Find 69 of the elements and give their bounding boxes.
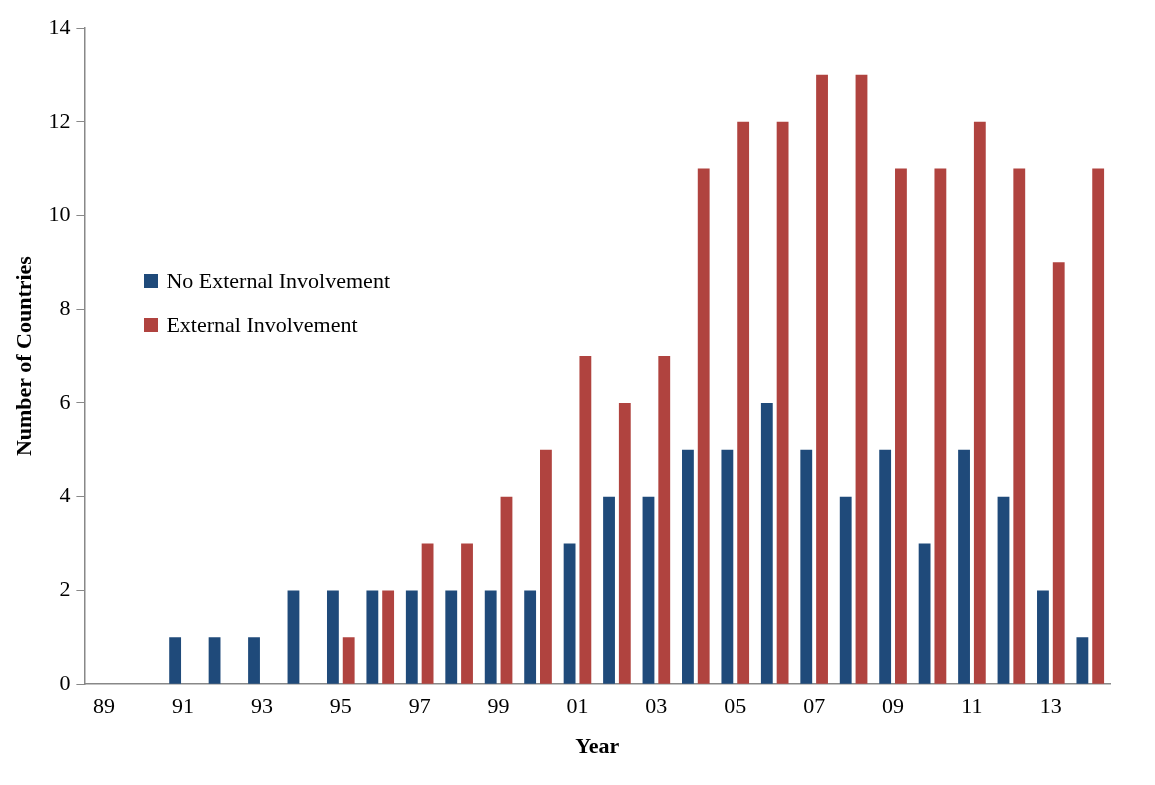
bar	[500, 496, 513, 684]
x-tick-label: 97	[408, 693, 431, 719]
bar	[366, 590, 379, 684]
legend-label: No External Involvement	[166, 268, 390, 294]
y-tick-label: 14	[48, 13, 71, 39]
bar	[461, 543, 473, 684]
y-tick-label: 0	[59, 669, 71, 695]
bar	[918, 543, 931, 684]
bar	[169, 637, 182, 684]
bar	[642, 496, 655, 684]
bar	[484, 590, 497, 684]
bar	[618, 402, 631, 684]
x-tick-label: 99	[487, 693, 510, 719]
x-tick-label: 05	[724, 693, 747, 719]
bar	[382, 590, 395, 684]
bar	[1092, 168, 1105, 684]
bar	[737, 121, 750, 684]
bar	[563, 543, 576, 684]
x-tick-label: 11	[961, 693, 983, 719]
bar	[540, 449, 552, 684]
bar	[208, 637, 221, 684]
y-tick-label: 8	[59, 295, 71, 321]
x-tick-label: 13	[1039, 693, 1062, 719]
x-tick-label: 95	[329, 693, 352, 719]
bar	[1076, 637, 1089, 684]
x-tick-label: 01	[566, 693, 589, 719]
y-axis-title: Number of Countries	[10, 255, 36, 457]
bar	[697, 168, 710, 684]
x-tick-label: 89	[93, 693, 116, 719]
x-tick-label: 09	[882, 693, 905, 719]
bar	[579, 356, 592, 684]
bar	[658, 356, 671, 684]
bar	[895, 168, 907, 684]
y-tick-label: 4	[59, 482, 71, 508]
bar	[603, 496, 615, 684]
bar	[1013, 168, 1026, 684]
y-tick-label: 6	[59, 388, 71, 414]
bar	[776, 121, 789, 684]
x-axis-title: Year	[575, 733, 620, 759]
bar	[445, 590, 458, 684]
bar	[855, 74, 868, 684]
x-tick-label: 07	[803, 693, 826, 719]
y-tick-label: 2	[59, 576, 71, 602]
x-tick-label: 03	[645, 693, 668, 719]
bar	[760, 402, 773, 684]
bar	[421, 543, 434, 684]
bar	[405, 590, 418, 684]
bar	[1052, 262, 1065, 684]
bar	[342, 637, 355, 684]
bar	[879, 449, 892, 684]
bar	[287, 590, 300, 684]
bar	[958, 449, 970, 684]
bar	[839, 496, 852, 684]
bar	[934, 168, 947, 684]
bar	[1037, 590, 1049, 684]
bar	[326, 590, 339, 684]
legend-label: External Involvement	[166, 312, 358, 338]
bar	[682, 449, 694, 684]
y-tick-label: 12	[48, 107, 71, 133]
bar	[816, 74, 828, 684]
bar	[973, 121, 986, 684]
y-tick-label: 10	[48, 201, 71, 227]
bar	[800, 449, 813, 684]
x-tick-label: 91	[172, 693, 195, 719]
bar	[997, 496, 1010, 684]
bar	[721, 449, 734, 684]
x-tick-label: 93	[250, 693, 273, 719]
bar	[248, 637, 260, 684]
bar	[524, 590, 537, 684]
